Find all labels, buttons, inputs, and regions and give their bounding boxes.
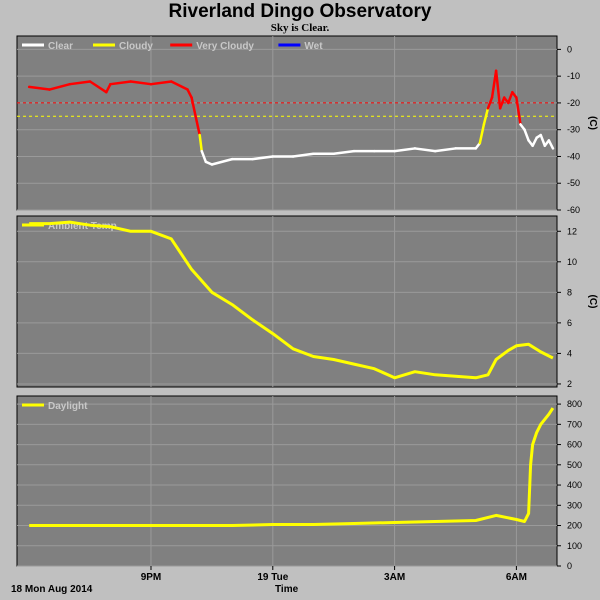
series-line-daylight	[29, 407, 555, 527]
series-segment-very_cloudy	[68, 80, 92, 86]
series-segment-clear	[291, 152, 315, 158]
series-segment-clear	[523, 128, 530, 142]
legend-label: Cloudy	[119, 41, 153, 52]
y-tick-label: -40	[567, 151, 580, 161]
y-tick-label: 12	[567, 226, 577, 236]
y-tick-label: 400	[567, 480, 582, 490]
series-segment-clear	[210, 157, 234, 166]
series-segment-clear	[200, 149, 208, 164]
series-segment-very_cloudy	[48, 82, 72, 91]
series-segment-very_cloudy	[109, 80, 132, 86]
legend-label: Wet	[304, 41, 323, 52]
series-segment-very_cloudy	[186, 88, 193, 99]
y-tick-label: 800	[567, 399, 582, 409]
x-tick-label: 19 Tue	[257, 572, 288, 583]
series-segment-clear	[393, 147, 417, 153]
legend-label: Clear	[48, 41, 73, 52]
plot-area-daylight	[16, 395, 558, 567]
y-tick-label: 200	[567, 521, 582, 531]
chart-title: Riverland Dingo Observatory	[168, 1, 432, 22]
y-tick-label: -20	[567, 98, 580, 108]
date-label: 18 Mon Aug 2014	[11, 584, 93, 595]
y-tick-label: 2	[567, 379, 572, 389]
series-segment-cloudy	[478, 123, 486, 145]
series-segment-cloudy	[482, 107, 490, 126]
series-line-ambient-temperature	[29, 220, 554, 380]
series-segment-very_cloudy	[190, 96, 201, 137]
series-segment-very_cloudy	[498, 96, 506, 110]
legend-label: Daylight	[48, 401, 88, 412]
y-tick-label: 500	[567, 460, 582, 470]
x-tick-label: 3AM	[384, 572, 405, 583]
legend-label: Very Cloudy	[196, 41, 254, 52]
y-tick-label: -60	[567, 205, 580, 215]
series-segment-very_cloudy	[494, 69, 502, 110]
y-tick-label: 0	[567, 44, 572, 54]
series-segment-cloudy	[198, 133, 203, 153]
legend-label: Ambient Temp	[48, 221, 117, 232]
series-segment-very_cloudy	[170, 80, 189, 91]
y-tick-label: 600	[567, 440, 582, 450]
series-segment-very_cloudy	[149, 80, 173, 86]
series-segment-clear	[251, 155, 275, 161]
series-segment-very_cloudy	[129, 80, 153, 86]
series-segment-clear	[547, 139, 555, 150]
series-segment-very_cloudy	[507, 90, 514, 105]
series-segment-clear	[531, 136, 538, 148]
y-tick-label: -10	[567, 71, 580, 81]
series-segment-clear	[539, 133, 547, 148]
y-tick-label: -50	[567, 178, 580, 188]
series-segment-clear	[413, 147, 437, 153]
plot-area-sky-temperature	[16, 35, 558, 211]
series-segment-very_cloudy	[88, 80, 108, 94]
y-axis-unit-label: (C)	[587, 116, 598, 130]
series-segment-clear	[332, 149, 356, 156]
series-segment-very_cloudy	[105, 82, 112, 94]
y-tick-label: 100	[567, 541, 582, 551]
y-tick-label: 700	[567, 419, 582, 429]
y-tick-label: 4	[567, 348, 572, 358]
y-tick-label: 10	[567, 257, 577, 267]
series-segment-clear	[433, 147, 457, 153]
y-tick-label: -30	[567, 125, 580, 135]
plot-area-ambient-temperature	[16, 215, 558, 388]
x-tick-label: 9PM	[141, 572, 162, 583]
sky-status-subtitle: Sky is Clear.	[270, 22, 330, 34]
series-segment-very_cloudy	[515, 96, 522, 126]
series-segment-very_cloudy	[486, 96, 494, 110]
y-tick-label: 0	[567, 561, 572, 571]
y-axis-unit-label: (C)	[587, 295, 598, 309]
x-axis-title: Time	[275, 584, 299, 595]
y-tick-label: 300	[567, 500, 582, 510]
series-segment-very_cloudy	[27, 85, 51, 91]
y-tick-label: 6	[567, 318, 572, 328]
x-tick-label: 6AM	[506, 572, 527, 583]
y-tick-label: 8	[567, 287, 572, 297]
